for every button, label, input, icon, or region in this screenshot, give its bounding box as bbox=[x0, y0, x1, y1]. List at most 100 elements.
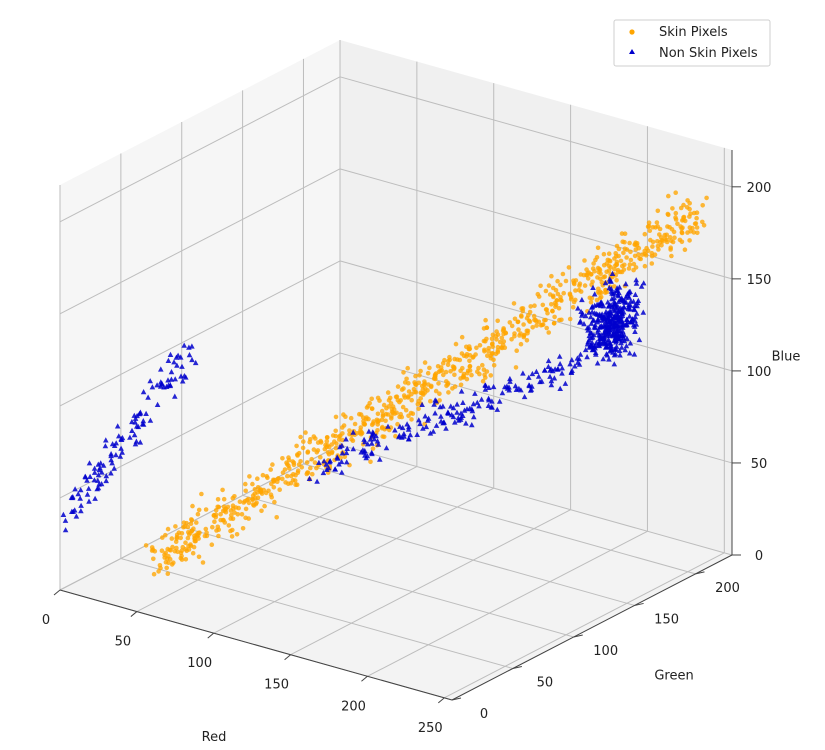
skin-point bbox=[558, 294, 563, 300]
skin-point bbox=[457, 357, 463, 363]
nonskin-point bbox=[186, 344, 192, 350]
skin-point bbox=[566, 265, 572, 270]
skin-point bbox=[216, 533, 221, 539]
nonskin-point bbox=[611, 330, 617, 336]
skin-point bbox=[280, 456, 285, 461]
nonskin-point bbox=[521, 393, 528, 400]
skin-point bbox=[642, 231, 648, 237]
skin-point bbox=[200, 560, 206, 565]
nonskin-point bbox=[461, 407, 468, 413]
nonskin-point bbox=[631, 351, 638, 357]
nonskin-point bbox=[98, 481, 105, 487]
nonskin-point bbox=[99, 469, 105, 475]
skin-point bbox=[518, 341, 524, 347]
nonskin-point bbox=[584, 341, 591, 347]
skin-point bbox=[540, 302, 546, 308]
skin-point bbox=[619, 231, 625, 236]
skin-point bbox=[250, 481, 255, 487]
nonskin-point bbox=[595, 301, 602, 308]
nonskin-point bbox=[344, 445, 350, 451]
nonskin-point bbox=[478, 396, 485, 402]
nonskin-point bbox=[615, 323, 621, 329]
nonskin-point bbox=[557, 361, 563, 367]
skin-point bbox=[223, 506, 229, 512]
skin-point bbox=[632, 242, 637, 247]
nonskin-point bbox=[589, 342, 595, 348]
skin-point bbox=[514, 348, 519, 354]
nonskin-point bbox=[371, 436, 378, 442]
skin-point bbox=[342, 454, 348, 460]
skin-point bbox=[341, 423, 347, 428]
skin-point bbox=[515, 319, 521, 325]
skin-point bbox=[358, 412, 364, 417]
skin-point bbox=[700, 219, 705, 225]
nonskin-point bbox=[597, 334, 604, 340]
skin-point bbox=[223, 509, 229, 515]
skin-point bbox=[181, 520, 187, 525]
nonskin-point bbox=[586, 337, 592, 343]
skin-point bbox=[437, 398, 442, 403]
nonskin-point bbox=[486, 397, 492, 403]
skin-point bbox=[418, 390, 424, 396]
y-tick-label: 50 bbox=[537, 676, 554, 691]
skin-point bbox=[551, 321, 557, 326]
nonskin-point bbox=[368, 449, 375, 455]
skin-point bbox=[656, 247, 661, 252]
skin-point bbox=[369, 422, 375, 428]
skin-point bbox=[195, 511, 201, 517]
nonskin-point bbox=[529, 370, 536, 377]
nonskin-point bbox=[362, 439, 368, 445]
skin-point bbox=[380, 434, 386, 439]
nonskin-point bbox=[320, 469, 327, 476]
grid-line-z-left bbox=[59, 444, 341, 591]
nonskin-point bbox=[445, 409, 451, 416]
skin-point bbox=[628, 249, 633, 255]
nonskin-point bbox=[458, 410, 464, 416]
skin-point bbox=[403, 407, 409, 413]
skin-point bbox=[259, 508, 264, 514]
axis-labels: 0 50 100 150 200 250 0 50 100 150 200 0 50 100 150 200 R… bbox=[42, 181, 801, 745]
skin-point bbox=[601, 262, 607, 268]
nonskin-point bbox=[634, 299, 641, 306]
skin-point bbox=[677, 237, 683, 243]
nonskin-point bbox=[526, 374, 532, 380]
skin-point bbox=[555, 278, 560, 284]
nonskin-point bbox=[367, 436, 374, 442]
y-tick-mark bbox=[451, 697, 462, 701]
skin-point bbox=[436, 381, 441, 386]
nonskin-point bbox=[71, 507, 78, 513]
legend-box bbox=[613, 19, 771, 67]
skin-point bbox=[393, 394, 399, 400]
nonskin-point bbox=[537, 378, 543, 385]
nonskin-point bbox=[559, 365, 565, 371]
nonskin-point bbox=[189, 343, 195, 349]
skin-point bbox=[503, 330, 508, 336]
skin-point bbox=[673, 190, 678, 195]
nonskin-point bbox=[339, 450, 346, 456]
skin-point bbox=[655, 208, 661, 214]
skin-point bbox=[555, 291, 561, 297]
nonskin-point bbox=[600, 356, 606, 362]
skin-point bbox=[183, 540, 188, 545]
skin-point bbox=[624, 255, 629, 260]
skin-point bbox=[618, 258, 624, 264]
skin-point bbox=[300, 445, 306, 451]
skin-point bbox=[559, 317, 564, 323]
grid-line-z-back bbox=[339, 444, 733, 556]
skin-point bbox=[604, 289, 609, 295]
skin-point bbox=[230, 527, 235, 533]
nonskin-point bbox=[91, 469, 98, 475]
skin-point bbox=[446, 390, 451, 395]
nonskin-point bbox=[615, 336, 622, 342]
skin-point bbox=[192, 533, 197, 539]
nonskin-point bbox=[343, 449, 350, 456]
skin-point bbox=[550, 308, 555, 314]
skin-point bbox=[149, 548, 155, 553]
skin-point bbox=[308, 437, 313, 442]
skin-point bbox=[363, 416, 369, 422]
skin-point bbox=[379, 408, 385, 414]
skin-point bbox=[272, 499, 277, 505]
nonskin-point bbox=[608, 347, 615, 353]
skin-point bbox=[585, 276, 591, 281]
nonskin-point bbox=[601, 332, 608, 338]
